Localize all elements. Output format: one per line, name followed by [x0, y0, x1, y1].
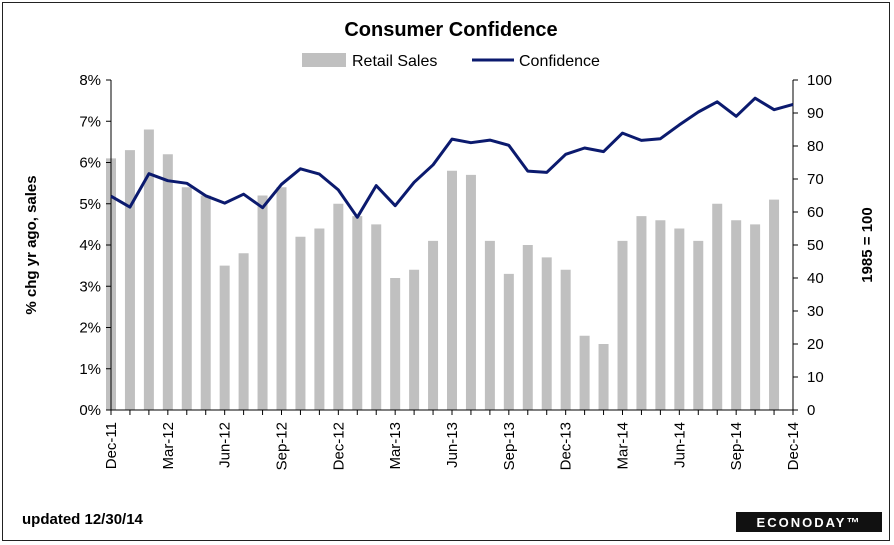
chart-title: Consumer Confidence — [344, 19, 557, 41]
retail-sales-bar — [124, 150, 135, 410]
y-right-tick-label: 60 — [807, 204, 824, 221]
legend-label-confidence: Confidence — [519, 53, 600, 70]
x-tick-label: Jun-13 — [444, 422, 461, 468]
legend-label-retail-sales: Retail Sales — [352, 53, 437, 70]
y-left-tick-label: 7% — [79, 113, 101, 130]
legend: Retail Sales Confidence — [302, 53, 600, 70]
retail-sales-bar — [503, 273, 514, 410]
y-right-tick-label: 50 — [807, 237, 824, 254]
x-tick-label: Mar-13 — [387, 422, 404, 470]
x-tick-label: Jun-12 — [217, 422, 234, 468]
retail-sales-bar — [371, 224, 382, 410]
y-right-tick-label: 20 — [807, 336, 824, 353]
retail-sales-bar — [484, 240, 495, 410]
x-tick-label: Dec-11 — [103, 422, 120, 469]
retail-sales-bar — [579, 335, 590, 410]
y-left-tick-label: 6% — [79, 155, 101, 172]
retail-sales-bar — [143, 129, 154, 410]
retail-sales-bar — [276, 187, 287, 410]
confidence-line — [110, 96, 794, 219]
econoday-logo: ECONODAY™ — [736, 512, 882, 532]
retail-sales-bar — [295, 236, 306, 410]
x-tick-label: Sep-12 — [274, 422, 291, 470]
y-left-tick-label: 8% — [79, 72, 101, 89]
tick-labels: 0% 1% 2% 3% 4% 5% 6% 7% 8% 0 10 20 30 40 50 60 70 80 90 100… — [79, 72, 832, 470]
retail-sales-bar — [238, 253, 249, 410]
y-right-tick-label: 100 — [807, 72, 832, 89]
retail-sales-bar — [390, 278, 401, 410]
confidence-line-group — [110, 96, 794, 219]
x-tick-label: Mar-12 — [160, 422, 177, 470]
x-tick-label: Jun-14 — [671, 422, 688, 468]
retail-sales-bar — [693, 240, 704, 410]
retail-sales-bar — [333, 203, 344, 410]
retail-sales-bar — [409, 269, 420, 410]
y-left-tick-label: 1% — [79, 361, 101, 378]
retail-sales-bars — [106, 129, 780, 410]
retail-sales-bar — [541, 257, 552, 410]
retail-sales-bar — [352, 216, 363, 410]
y-right-tick-label: 30 — [807, 303, 824, 320]
left-axis-label: % chg yr ago, sales — [23, 175, 40, 314]
retail-sales-bar — [181, 187, 192, 410]
retail-sales-bar — [314, 228, 325, 410]
y-left-tick-label: 3% — [79, 278, 101, 295]
x-tick-label: Dec-13 — [558, 422, 575, 470]
retail-sales-bar — [617, 240, 628, 410]
x-tick-label: Dec-14 — [785, 422, 802, 470]
retail-sales-bar — [162, 154, 173, 410]
updated-date: updated 12/30/14 — [22, 511, 144, 528]
x-tick-label: Sep-13 — [501, 422, 518, 470]
retail-sales-bar — [219, 265, 230, 410]
y-right-tick-label: 80 — [807, 138, 824, 155]
y-right-tick-label: 0 — [807, 402, 815, 419]
retail-sales-bar — [655, 220, 666, 410]
retail-sales-bar — [447, 170, 457, 410]
x-tick-label: Mar-14 — [615, 422, 632, 470]
retail-sales-bar — [560, 269, 571, 410]
legend-swatch-retail-sales — [302, 53, 346, 67]
retail-sales-bar — [769, 199, 780, 410]
y-right-tick-label: 10 — [807, 369, 824, 386]
retail-sales-bar — [428, 240, 439, 410]
y-right-tick-label: 90 — [807, 105, 824, 122]
y-right-tick-label: 40 — [807, 270, 824, 287]
retail-sales-bar — [465, 174, 476, 410]
y-right-tick-label: 70 — [807, 171, 824, 188]
retail-sales-bar — [257, 195, 268, 410]
right-axis-label: 1985 = 100 — [859, 207, 876, 283]
y-left-tick-label: 4% — [79, 237, 101, 254]
y-left-tick-label: 2% — [79, 320, 101, 337]
retail-sales-bar — [731, 220, 742, 410]
retail-sales-bar — [674, 228, 685, 410]
x-tick-label: Dec-12 — [330, 422, 347, 470]
retail-sales-bar — [200, 195, 211, 410]
retail-sales-bar — [712, 203, 723, 410]
brand-text: ECONODAY™ — [757, 515, 862, 530]
retail-sales-bar — [522, 245, 533, 410]
y-left-tick-label: 5% — [79, 196, 101, 213]
retail-sales-bar — [636, 216, 647, 410]
retail-sales-bar — [750, 224, 761, 410]
retail-sales-bar — [598, 344, 609, 410]
x-tick-label: Sep-14 — [728, 422, 745, 470]
y-left-tick-label: 0% — [79, 402, 101, 419]
